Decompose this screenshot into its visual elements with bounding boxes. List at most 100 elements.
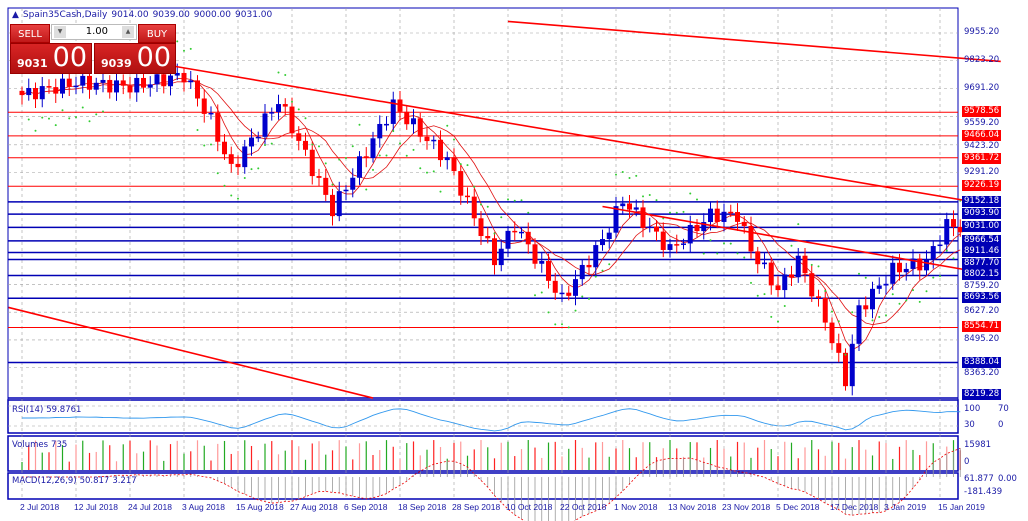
candle-body bbox=[417, 118, 423, 137]
parabolic-sar-dot bbox=[453, 138, 455, 141]
candle-body bbox=[897, 262, 902, 273]
candle-body bbox=[316, 176, 322, 178]
candle-body bbox=[890, 262, 896, 284]
parabolic-sar-dot bbox=[851, 311, 854, 314]
parabolic-sar-dot bbox=[763, 293, 766, 296]
candle-body bbox=[181, 72, 187, 83]
volumes-name: Volumes bbox=[12, 440, 49, 450]
price-tick-label: 8363.20 bbox=[964, 368, 1000, 379]
candle-body bbox=[843, 352, 848, 387]
candle-body bbox=[438, 139, 443, 161]
candle-body bbox=[208, 112, 214, 115]
candle-body bbox=[350, 177, 356, 190]
candle-body bbox=[330, 194, 335, 217]
parabolic-sar-dot bbox=[412, 148, 415, 151]
parabolic-sar-dot bbox=[696, 198, 698, 201]
rsi-scale-label: 70 bbox=[998, 404, 1009, 414]
parabolic-sar-dot bbox=[702, 252, 705, 255]
decrease-lot-icon[interactable]: ▼ bbox=[54, 26, 66, 38]
parabolic-sar-dot bbox=[635, 174, 638, 177]
candle-body bbox=[876, 285, 882, 289]
buy-price-button[interactable]: 9039 00 bbox=[94, 42, 176, 74]
macd-signal-line bbox=[22, 447, 961, 521]
macd-name: MACD(12,26,9) bbox=[12, 476, 77, 486]
lot-size-input[interactable]: ▼ 1.00 ▲ bbox=[51, 24, 137, 40]
candle-body bbox=[87, 75, 92, 90]
indicator-frame bbox=[7, 399, 959, 434]
candle-body bbox=[789, 274, 794, 278]
buy-price-main: 9039 bbox=[101, 57, 132, 70]
sell-price-pips: 00 bbox=[52, 42, 87, 73]
candle-body bbox=[667, 244, 673, 250]
parabolic-sar-dot bbox=[918, 300, 921, 303]
parabolic-sar-dot bbox=[331, 183, 334, 186]
parabolic-sar-dot bbox=[864, 276, 867, 279]
candle-body bbox=[721, 211, 727, 222]
trendline bbox=[507, 20, 1001, 63]
candle-body bbox=[633, 207, 639, 210]
parabolic-sar-dot bbox=[486, 205, 489, 208]
indicator-frame bbox=[7, 435, 959, 472]
parabolic-sar-dot bbox=[912, 289, 914, 292]
candle-body bbox=[681, 243, 686, 245]
parabolic-sar-dot bbox=[669, 211, 671, 214]
candle-body bbox=[39, 86, 45, 100]
increase-lot-icon[interactable]: ▲ bbox=[122, 26, 134, 38]
volumes-value: 735 bbox=[51, 440, 68, 450]
candle-body bbox=[188, 80, 194, 83]
macd-value: 50.817 bbox=[79, 476, 110, 486]
date-tick-label: 15 Jan 2019 bbox=[938, 502, 985, 512]
parabolic-sar-dot bbox=[365, 188, 368, 191]
candle-body bbox=[870, 288, 875, 310]
buy-button[interactable]: BUY bbox=[138, 24, 176, 43]
sell-price-main: 9031 bbox=[17, 57, 48, 70]
candle-body bbox=[471, 196, 477, 219]
candle-body bbox=[741, 221, 747, 226]
parabolic-sar-dot bbox=[230, 194, 233, 197]
candle-body bbox=[451, 157, 457, 172]
parabolic-sar-dot bbox=[939, 275, 941, 278]
candle-body bbox=[222, 141, 227, 155]
candle-body bbox=[762, 262, 767, 265]
high-value: 9039.00 bbox=[152, 10, 190, 20]
date-tick-label: 5 Dec 2018 bbox=[776, 502, 820, 512]
parabolic-sar-dot bbox=[466, 164, 469, 167]
level-price-label: 9031.00 bbox=[962, 221, 1002, 233]
parabolic-sar-dot bbox=[540, 291, 543, 294]
parabolic-sar-dot bbox=[547, 311, 550, 314]
parabolic-sar-dot bbox=[844, 353, 847, 356]
collapse-icon[interactable]: ▲ bbox=[12, 10, 19, 20]
sell-price-button[interactable]: 9031 00 bbox=[10, 42, 92, 74]
candle-body bbox=[782, 274, 788, 291]
price-tick-label: 9955.20 bbox=[964, 27, 1000, 37]
parabolic-sar-dot bbox=[790, 244, 793, 247]
parabolic-sar-dot bbox=[783, 304, 786, 307]
sell-button[interactable]: SELL bbox=[10, 24, 50, 43]
trendline bbox=[170, 64, 1001, 208]
parabolic-sar-dot bbox=[304, 117, 307, 120]
candle-body bbox=[930, 246, 936, 260]
candle-body bbox=[728, 211, 734, 214]
parabolic-sar-dot bbox=[432, 170, 435, 173]
parabolic-sar-dot bbox=[655, 199, 658, 202]
candle-body bbox=[107, 79, 113, 93]
candle-body bbox=[505, 230, 511, 249]
parabolic-sar-dot bbox=[905, 299, 908, 302]
candle-body bbox=[66, 78, 72, 87]
candle-body bbox=[161, 74, 167, 87]
date-tick-label: 10 Oct 2018 bbox=[506, 502, 553, 512]
parabolic-sar-dot bbox=[642, 195, 644, 198]
candle-body bbox=[883, 283, 889, 286]
date-tick-label: 2 Jul 2018 bbox=[20, 502, 60, 512]
rsi-name: RSI(14) bbox=[12, 405, 44, 415]
parabolic-sar-dot bbox=[345, 157, 347, 160]
candle-body bbox=[46, 86, 52, 88]
level-price-label: 8219.28 bbox=[962, 389, 1002, 400]
candle-body bbox=[546, 261, 551, 281]
candle-body bbox=[579, 264, 585, 280]
parabolic-sar-dot bbox=[831, 310, 833, 313]
lot-value[interactable]: 1.00 bbox=[85, 26, 108, 37]
parabolic-sar-dot bbox=[520, 199, 523, 202]
level-price-label: 8877.70 bbox=[962, 257, 1002, 269]
